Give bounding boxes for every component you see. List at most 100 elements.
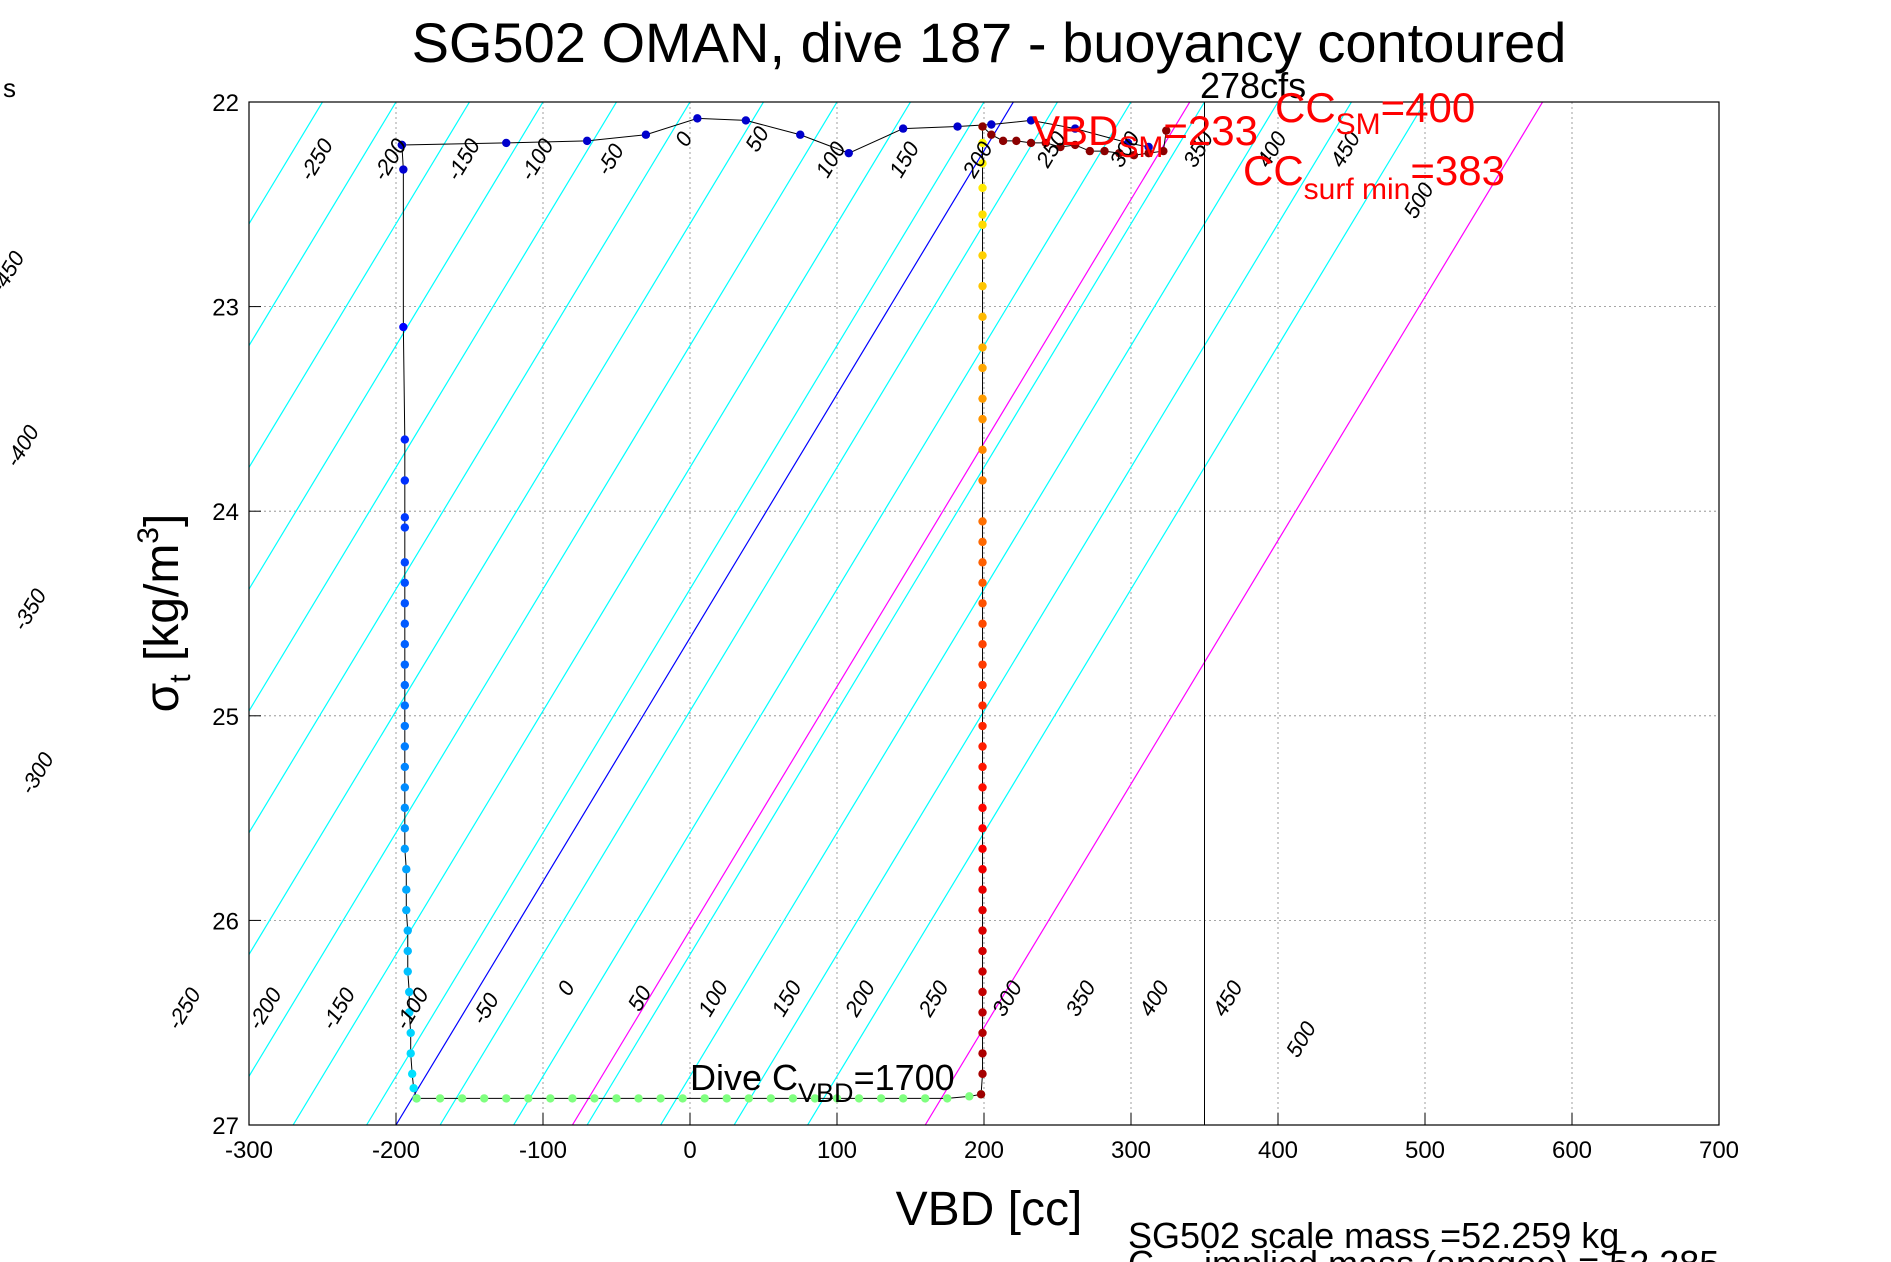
contour-label: 350 — [1060, 976, 1101, 1021]
data-point — [978, 885, 987, 894]
contour-line — [586, 102, 1206, 1125]
data-point — [978, 803, 987, 813]
data-point — [921, 1094, 930, 1103]
data-point — [978, 558, 987, 567]
data-point — [641, 130, 651, 139]
data-point — [978, 987, 987, 997]
data-point — [457, 1094, 467, 1103]
contour-line — [249, 102, 765, 956]
data-point — [978, 138, 987, 148]
contour-label: -50 — [591, 139, 629, 180]
cc-sm-sub: SM — [1336, 108, 1381, 141]
contour-label: 450 — [1207, 976, 1248, 1021]
data-point — [978, 343, 987, 352]
contour-label: -450 — [0, 246, 30, 297]
data-point — [502, 1094, 511, 1103]
data-point — [788, 1094, 798, 1103]
contour-label: -150 — [441, 134, 486, 185]
data-point — [978, 476, 987, 485]
data-point — [978, 251, 987, 260]
footer-implied-main: C — [1128, 1243, 1154, 1262]
data-point — [978, 742, 987, 751]
data-point — [399, 322, 408, 332]
data-point — [700, 1094, 709, 1103]
data-point — [987, 120, 996, 129]
y-tick-label: 25 — [212, 704, 239, 731]
data-point — [978, 967, 987, 976]
data-point — [568, 1094, 577, 1103]
contour-line — [366, 102, 985, 1125]
data-point — [402, 865, 411, 874]
data-point — [402, 905, 411, 915]
y-label-base: σ — [136, 683, 189, 713]
stray-text: s — [3, 73, 16, 103]
contour-label: -300 — [15, 747, 60, 798]
x-tick-label: 200 — [964, 1137, 1004, 1164]
data-point — [407, 1069, 417, 1079]
vbd-sm-val: =233 — [1163, 107, 1258, 154]
data-point — [399, 165, 408, 174]
data-points — [397, 114, 1171, 1103]
contour-label: 500 — [1281, 1016, 1322, 1061]
contour-line — [292, 102, 912, 1125]
contour-label: 0 — [552, 976, 580, 1000]
data-point — [978, 183, 987, 193]
neutral-buoyancy-line — [395, 102, 1014, 1125]
data-point — [978, 824, 987, 833]
contour-label: -400 — [0, 420, 45, 471]
data-point — [397, 140, 407, 150]
cc-sm-annotation: CCSM=400 — [1275, 84, 1475, 141]
data-point — [943, 1094, 952, 1103]
data-point — [744, 1094, 753, 1103]
data-point — [400, 558, 410, 567]
data-point — [400, 639, 410, 649]
data-point — [406, 1028, 415, 1038]
data-point — [978, 783, 987, 792]
contour-label: 150 — [884, 137, 925, 182]
data-point — [400, 742, 410, 751]
y-label-sub: t — [164, 674, 197, 683]
data-point — [978, 865, 987, 874]
contour-line — [513, 102, 1132, 1125]
vbd-sm-sub: SM — [1118, 131, 1163, 164]
contour-label: -50 — [466, 988, 504, 1029]
data-point — [693, 114, 702, 123]
bound-line — [924, 102, 1544, 1125]
data-point — [978, 517, 987, 526]
data-point — [978, 363, 987, 373]
data-point — [400, 435, 410, 444]
data-point — [400, 844, 410, 853]
data-point — [400, 523, 410, 532]
data-point — [722, 1094, 731, 1103]
data-point — [400, 513, 410, 522]
svg-text:σt [kg/m3]: σt [kg/m3] — [132, 514, 197, 713]
data-point — [1085, 146, 1095, 156]
data-point — [978, 122, 987, 131]
data-point — [1026, 116, 1036, 125]
data-point — [435, 1094, 445, 1103]
data-point — [405, 1008, 414, 1017]
data-point — [1012, 136, 1021, 146]
vbd-sm-main: VBD — [1032, 107, 1118, 154]
trace-line — [401, 117, 1167, 1099]
data-point — [400, 619, 410, 628]
data-point — [898, 124, 908, 133]
data-point — [402, 885, 411, 894]
contour-line — [249, 102, 544, 591]
contour-label: -100 — [390, 983, 435, 1034]
data-point — [1115, 148, 1124, 158]
data-point — [978, 660, 987, 669]
data-point — [1159, 146, 1168, 156]
contour-line — [807, 102, 1426, 1125]
x-tick-label: 700 — [1699, 1137, 1739, 1164]
cc-surf-sub: surf min — [1304, 173, 1411, 206]
data-point — [898, 1094, 908, 1103]
data-point — [766, 1094, 776, 1103]
x-tick-label: -200 — [372, 1137, 420, 1164]
data-point — [978, 762, 987, 772]
data-point — [400, 824, 410, 833]
data-point — [1026, 138, 1036, 148]
data-point — [978, 619, 987, 628]
data-point — [1100, 146, 1109, 156]
data-point — [978, 680, 987, 690]
